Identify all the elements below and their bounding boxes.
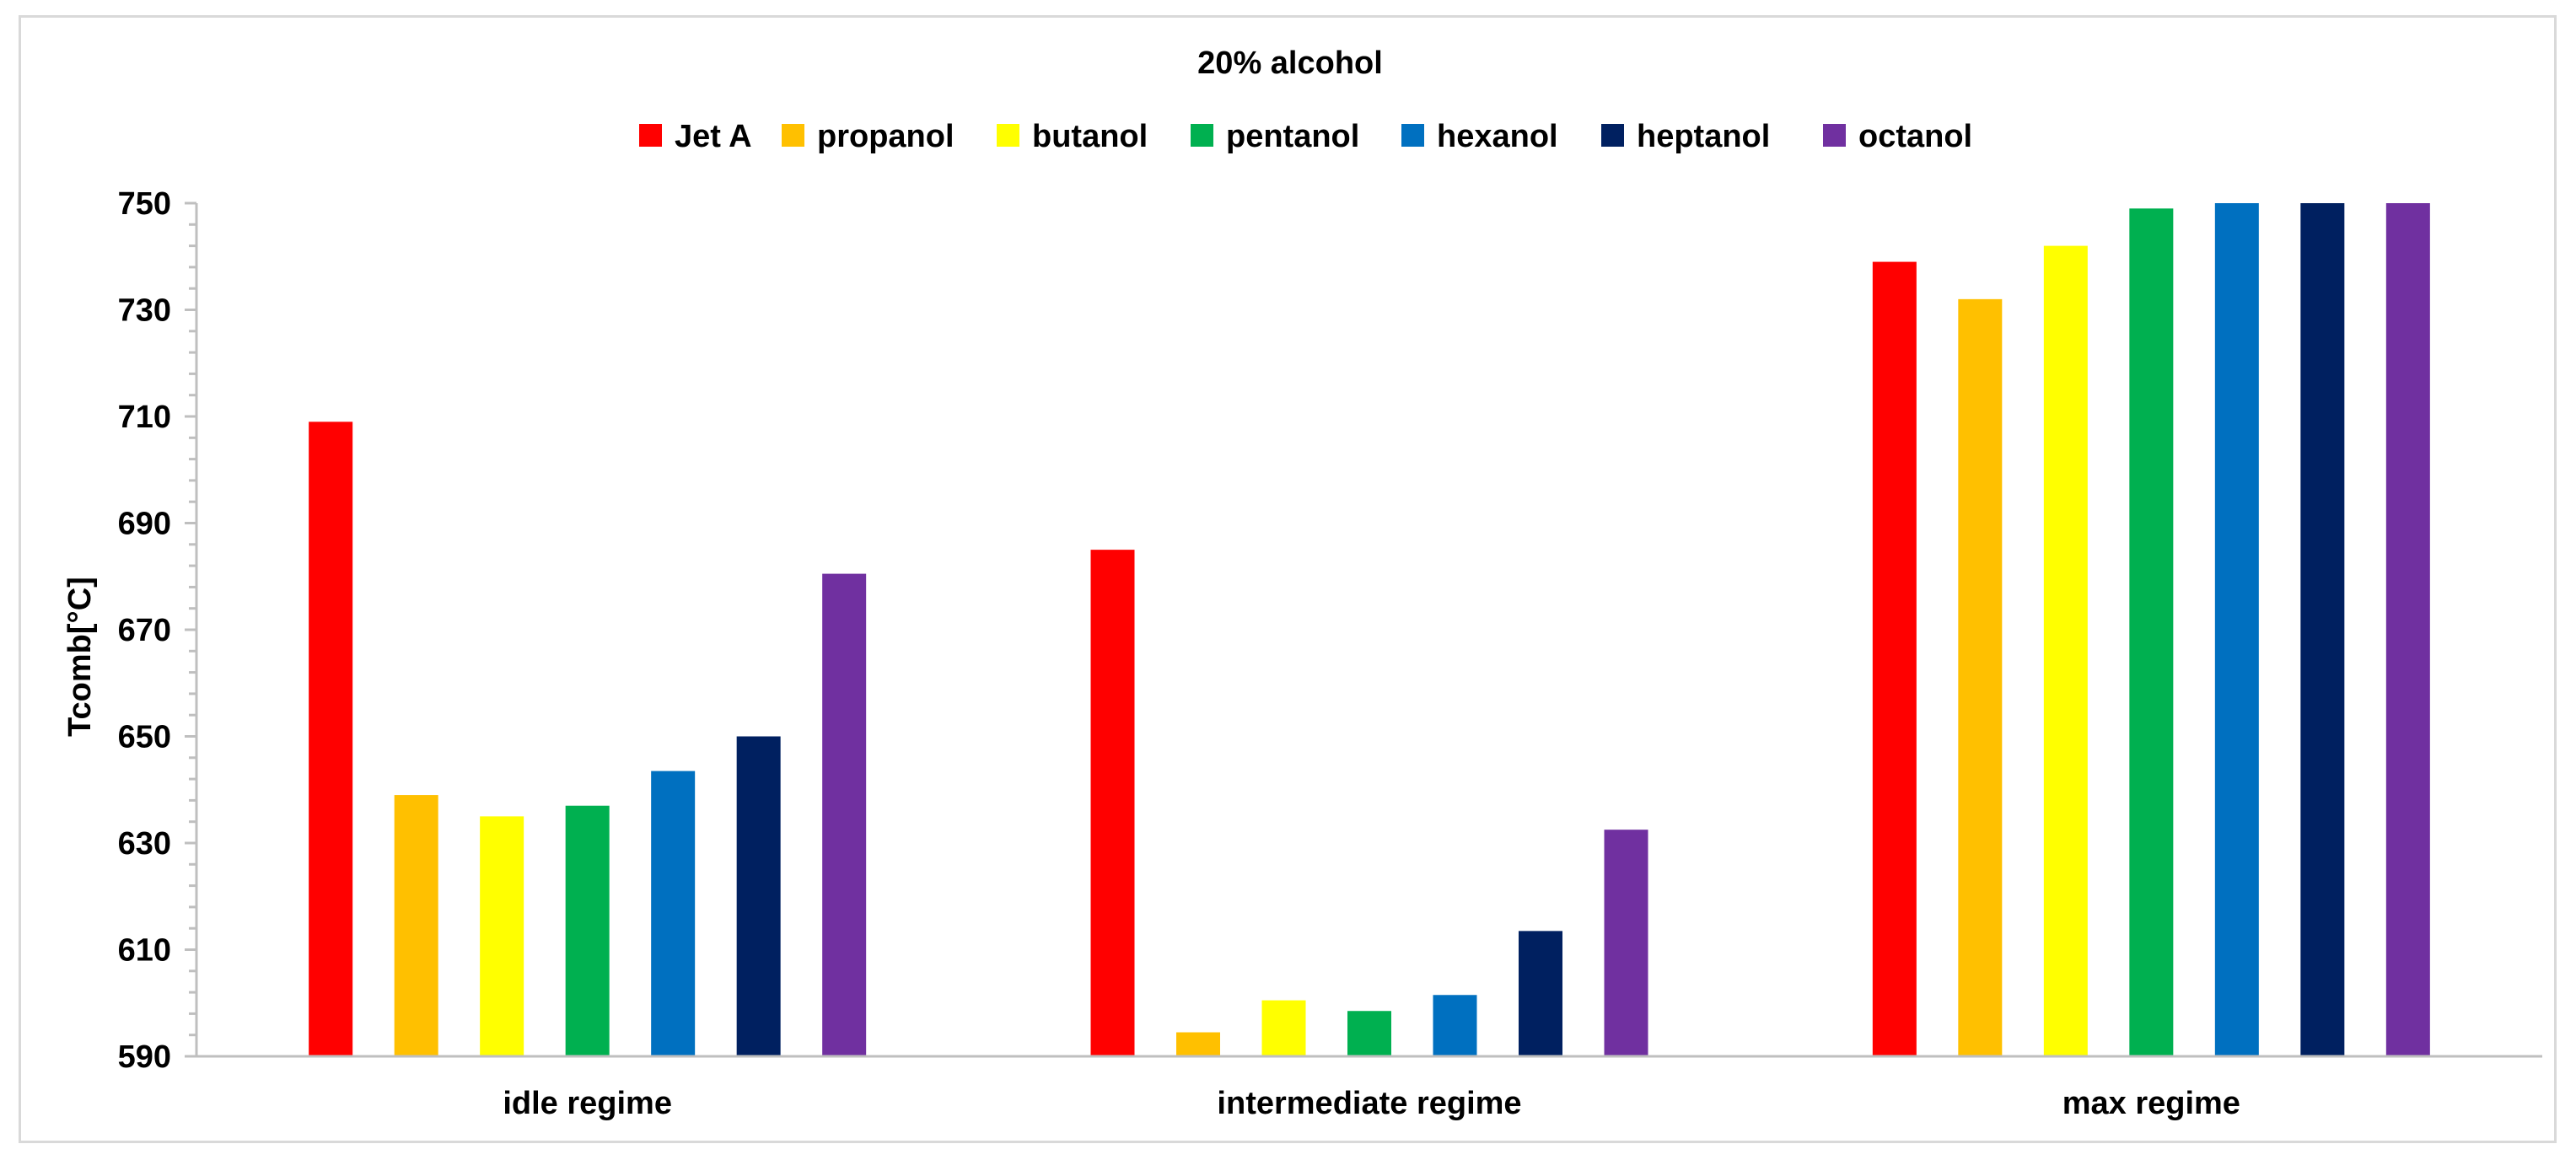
bar-1-5	[651, 771, 696, 1056]
bar-2-3	[1261, 1000, 1306, 1056]
bar-3-7	[2385, 203, 2430, 1056]
y-tick-label: 590	[118, 1039, 171, 1075]
y-tick-label: 650	[118, 720, 171, 755]
x-axis: idle regime intermediate regime max regime	[196, 1055, 2542, 1121]
y-axis: 590 610 630 650 670 690 710 730 750	[118, 186, 198, 1075]
bar-2-1	[1090, 550, 1135, 1056]
bar-1-1	[309, 422, 353, 1056]
legend-swatch-7	[1823, 124, 1846, 147]
legend-label-3: butanol	[1032, 119, 1148, 154]
legend-swatch-2	[782, 124, 804, 147]
bar-2-5	[1433, 995, 1477, 1056]
bar-3-1	[1872, 261, 1917, 1056]
legend-swatch-3	[997, 124, 1019, 147]
x-tick-label-2: intermediate regime	[1217, 1086, 1521, 1121]
legend-label-5: hexanol	[1437, 119, 1558, 154]
y-tick-label: 750	[118, 186, 171, 222]
bar-2-7	[1604, 830, 1648, 1056]
legend-label-6: heptanol	[1637, 119, 1770, 154]
y-tick-label: 670	[118, 613, 171, 648]
bar-2-2	[1176, 1032, 1220, 1056]
y-tick-label: 730	[118, 293, 171, 329]
legend-label-4: pentanol	[1226, 119, 1359, 154]
bar-3-3	[2043, 245, 2088, 1057]
bar-3-2	[1958, 298, 2003, 1057]
y-tick-label: 710	[118, 400, 171, 435]
bar-1-3	[480, 816, 524, 1056]
legend-label-1: Jet A	[675, 119, 752, 154]
legend-swatch-4	[1191, 124, 1213, 147]
legend-swatch-6	[1601, 124, 1624, 147]
bar-1-6	[736, 736, 781, 1056]
bar-1-7	[822, 573, 867, 1056]
bars	[309, 203, 2430, 1057]
bar-3-5	[2214, 203, 2259, 1056]
legend-label-2: propanol	[817, 119, 955, 154]
legend-swatch-1	[639, 124, 662, 147]
y-tick-label: 630	[118, 826, 171, 862]
y-axis-label: Tcomb[°C]	[62, 577, 98, 737]
x-tick-label-1: idle regime	[503, 1086, 672, 1121]
y-tick-label: 690	[118, 507, 171, 542]
bar-1-2	[394, 795, 438, 1056]
legend-swatch-5	[1401, 124, 1424, 147]
bar-3-4	[2129, 208, 2174, 1056]
bar-1-4	[565, 805, 610, 1056]
bar-2-4	[1347, 1011, 1391, 1056]
bar-3-6	[2300, 203, 2345, 1056]
x-tick-label-3: max regime	[2062, 1086, 2240, 1121]
legend-label-7: octanol	[1858, 119, 1972, 154]
legend: Jet A propanol butanol pentanol hexanol hepta…	[639, 119, 1972, 154]
bar-chart: 20% alcohol Jet A propanol butanol pentanol…	[62, 46, 2542, 1121]
chart-frame: 20% alcohol Jet A propanol butanol pentanol…	[19, 15, 2557, 1143]
chart-title: 20% alcohol	[1197, 46, 1383, 81]
bar-2-6	[1519, 931, 1562, 1056]
y-tick-label: 610	[118, 933, 171, 969]
